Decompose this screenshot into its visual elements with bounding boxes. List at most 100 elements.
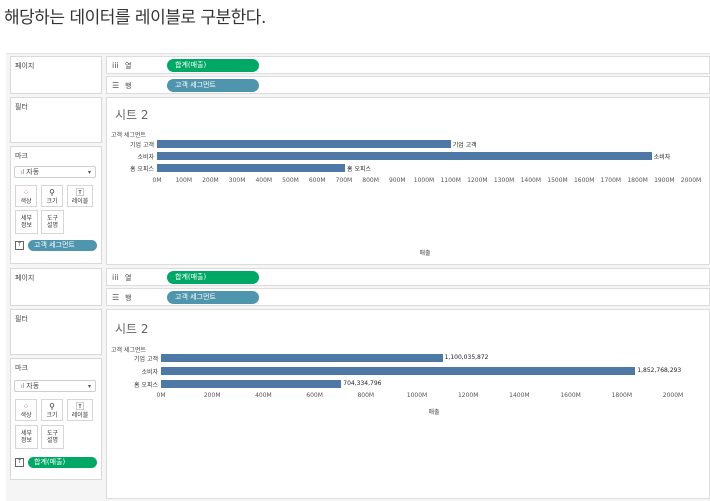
x-tick-label: 0M — [156, 392, 166, 399]
tableau-workspace-2: 페이지 필터 마크 ıl 자동 ▾ ⁘ 색상 ⚲ 크기 🅃 레이블 세부 정보 … — [6, 266, 710, 501]
category-label: 기업 고객 — [130, 142, 154, 149]
columns-shelf[interactable]: iii 열 합계(매출) — [106, 56, 710, 74]
tableau-workspace-1: 페이지 필터 마크 ıl 자동 ▾ ⁘ 색상 ⚲ 크기 🅃 레이블 세부 정보 … — [6, 53, 710, 266]
x-tick-label: 300M — [228, 177, 246, 184]
x-tick-label: 1100M — [440, 177, 461, 184]
x-tick-label: 1200M — [457, 392, 479, 399]
marks-type-value: 자동 — [26, 168, 40, 176]
color-label: 색상 — [20, 412, 32, 419]
label-field-pill[interactable]: 합계(매출) — [28, 457, 97, 468]
filters-label: 필터 — [15, 103, 28, 111]
pages-card[interactable]: 페이지 — [10, 268, 102, 306]
color-button[interactable]: ⁘ 색상 — [15, 185, 37, 207]
category-label: 홈 오피스 — [130, 166, 154, 173]
pages-label: 페이지 — [15, 62, 35, 70]
label-label: 레이블 — [71, 198, 89, 205]
x-axis-title: 매출 — [419, 250, 431, 257]
marks-label: 마크 — [15, 152, 28, 160]
detail-label: 세부 정보 — [20, 430, 33, 444]
x-tick-label: 2000M — [662, 392, 684, 399]
columns-shelf[interactable]: iii 열 합계(매출) — [106, 268, 710, 286]
label-button[interactable]: 🅃 레이블 — [67, 185, 93, 207]
rows-pill[interactable]: 고객 세그먼트 — [167, 79, 259, 92]
marks-type-dropdown[interactable]: ıl 자동 ▾ — [14, 166, 96, 178]
bar-chart-icon: ıl — [21, 169, 27, 176]
x-tick-label: 1400M — [509, 392, 530, 399]
page-heading: 해당하는 데이터를 레이블로 구분한다. — [4, 8, 266, 28]
bar-data-label: 기업 고객 — [452, 142, 477, 149]
x-tick-label: 1600M — [573, 177, 595, 184]
category-label: 소비자 — [141, 369, 158, 376]
columns-icon: iii — [112, 273, 119, 282]
rows-icon: ☰ — [112, 293, 120, 302]
label-label: 레이블 — [71, 412, 89, 419]
category-label: 홈 오피스 — [134, 382, 158, 389]
pages-card[interactable]: 페이지 — [10, 56, 102, 94]
bar-mark[interactable] — [161, 380, 342, 388]
x-tick-label: 1800M — [611, 392, 633, 399]
x-tick-label: 2000M — [680, 177, 702, 184]
x-tick-label: 400M — [255, 177, 273, 184]
chart-view-2: 시트 2 고객 세그먼트 매출 기업 고객 1,100,035,872 소비자 1,8… — [106, 309, 710, 499]
rows-shelf[interactable]: ☰ 행 고객 세그먼트 — [106, 76, 710, 94]
bar-mark[interactable] — [157, 140, 451, 148]
color-label: 색상 — [20, 198, 32, 205]
x-tick-label: 600M — [308, 177, 326, 184]
x-tick-label: 800M — [362, 177, 379, 184]
x-tick-label: 700M — [335, 177, 353, 184]
tooltip-label: 도구 설명 — [46, 215, 59, 229]
bar-data-label: 소비자 — [653, 154, 671, 161]
rows-shelf-label: 행 — [125, 82, 132, 90]
sheet-title: 시트 2 — [115, 322, 149, 336]
detail-button[interactable]: 세부 정보 — [15, 210, 38, 234]
x-tick-label: 1800M — [627, 177, 648, 184]
columns-pill[interactable]: 합계(매출) — [167, 59, 259, 72]
bar-mark[interactable] — [157, 164, 346, 172]
rows-shelf[interactable]: ☰ 행 고객 세그먼트 — [106, 288, 710, 306]
x-tick-label: 1300M — [493, 177, 515, 184]
x-tick-label: 500M — [282, 177, 299, 184]
x-tick-label: 900M — [388, 177, 406, 184]
category-label: 기업 고객 — [134, 356, 158, 363]
detail-button[interactable]: 세부 정보 — [15, 425, 38, 449]
x-tick-label: 0M — [152, 177, 162, 184]
marks-card: 마크 ıl 자동 ▾ ⁘ 색상 ⚲ 크기 🅃 레이블 세부 정보 도구 설명 T… — [10, 358, 102, 480]
size-label: 크기 — [46, 198, 58, 205]
rows-pill[interactable]: 고객 세그먼트 — [167, 291, 259, 304]
detail-label: 세부 정보 — [20, 215, 33, 229]
size-button[interactable]: ⚲ 크기 — [41, 399, 63, 421]
tooltip-button[interactable]: 도구 설명 — [41, 425, 64, 449]
bar-data-label: 1,852,768,293 — [637, 367, 682, 374]
bar-data-label: 홈 오피스 — [347, 166, 372, 173]
filters-card[interactable]: 필터 — [10, 309, 102, 355]
x-tick-label: 100M — [175, 177, 193, 184]
chevron-down-icon: ▾ — [87, 383, 91, 390]
sheet-title: 시트 2 — [115, 108, 149, 122]
bar-chart-icon: ıl — [21, 383, 27, 390]
label-field-pill[interactable]: 고객 세그먼트 — [28, 240, 97, 251]
marks-type-dropdown[interactable]: ıl 자동 ▾ — [14, 380, 96, 392]
text-label-icon: 🅃 — [76, 188, 84, 197]
x-tick-label: 800M — [357, 392, 375, 399]
label-button[interactable]: 🅃 레이블 — [67, 399, 93, 421]
text-label-icon: 🅃 — [76, 402, 84, 411]
columns-shelf-label: 열 — [125, 62, 132, 70]
x-tick-label: 1400M — [520, 177, 542, 184]
tooltip-button[interactable]: 도구 설명 — [41, 210, 64, 234]
bar-data-label: 704,334,796 — [343, 380, 382, 387]
color-dots-icon: ⁘ — [22, 188, 30, 197]
size-icon: ⚲ — [49, 188, 55, 197]
x-tick-label: 1600M — [560, 392, 581, 399]
bar-mark[interactable] — [161, 367, 636, 375]
bar-mark[interactable] — [157, 152, 652, 160]
filters-card[interactable]: 필터 — [10, 97, 102, 143]
color-button[interactable]: ⁘ 색상 — [15, 399, 37, 421]
size-icon: ⚲ — [49, 402, 55, 411]
row-axis-header: 고객 세그먼트 — [111, 347, 147, 354]
x-tick-label: 1500M — [547, 177, 568, 184]
size-button[interactable]: ⚲ 크기 — [41, 185, 63, 207]
x-tick-label: 400M — [255, 392, 272, 399]
chevron-down-icon: ▾ — [87, 169, 91, 176]
bar-mark[interactable] — [161, 354, 443, 362]
columns-pill[interactable]: 합계(매출) — [167, 271, 259, 284]
